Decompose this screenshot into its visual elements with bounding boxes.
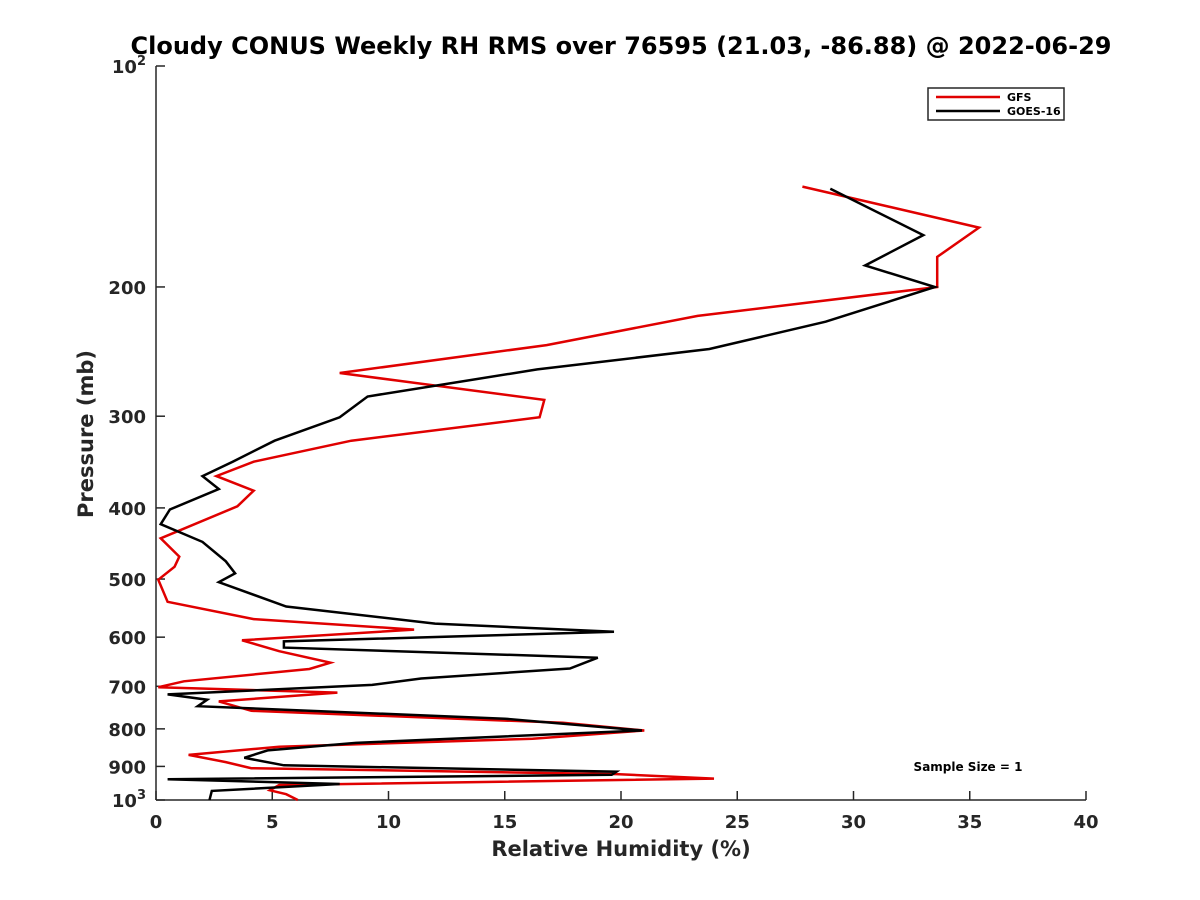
y-tick-label: 500 (108, 570, 146, 591)
y-tick-label: 400 (108, 499, 146, 520)
x-tick-label: 30 (841, 812, 866, 833)
y-tick-label: 300 (108, 407, 146, 428)
y-axis-label: Pressure (mb) (74, 350, 98, 518)
legend-entry: GFS (1007, 91, 1032, 104)
chart-title: Cloudy CONUS Weekly RH RMS over 76595 (2… (131, 32, 1112, 60)
x-tick-label: 35 (957, 812, 982, 833)
legend-entry: GOES-16 (1007, 105, 1061, 118)
y-tick-exponent: 2 (137, 54, 146, 69)
x-tick-label: 25 (725, 812, 750, 833)
y-tick-label: 600 (108, 628, 146, 649)
legend-box (927, 87, 1065, 121)
x-tick-label: 15 (492, 812, 517, 833)
y-tick-label: 900 (108, 757, 146, 778)
series-line-goes-16 (158, 187, 940, 801)
x-tick-label: 0 (150, 812, 163, 833)
y-tick-label: 800 (108, 720, 146, 741)
y-tick-label: 700 (108, 677, 146, 698)
y-tick-label: 200 (108, 278, 146, 299)
x-axis-label: Relative Humidity (%) (491, 837, 750, 861)
plot-area: 0 5 10 15 20 25 30 35 40102200300400500600700800… (108, 54, 1098, 833)
series-line-gfs (156, 185, 983, 802)
x-tick-label: 40 (1073, 812, 1098, 833)
y-tick-exponent: 3 (137, 788, 146, 803)
y-tick-base: 10 (112, 791, 137, 812)
y-tick-label: 103 (112, 788, 146, 812)
y-tick-base: 10 (112, 57, 137, 78)
sample-size-annotation: Sample Size = 1 (914, 760, 1023, 774)
x-tick-label: 20 (608, 812, 633, 833)
y-tick-label: 102 (112, 54, 146, 78)
x-tick-label: 5 (266, 812, 279, 833)
x-tick-label: 10 (376, 812, 401, 833)
